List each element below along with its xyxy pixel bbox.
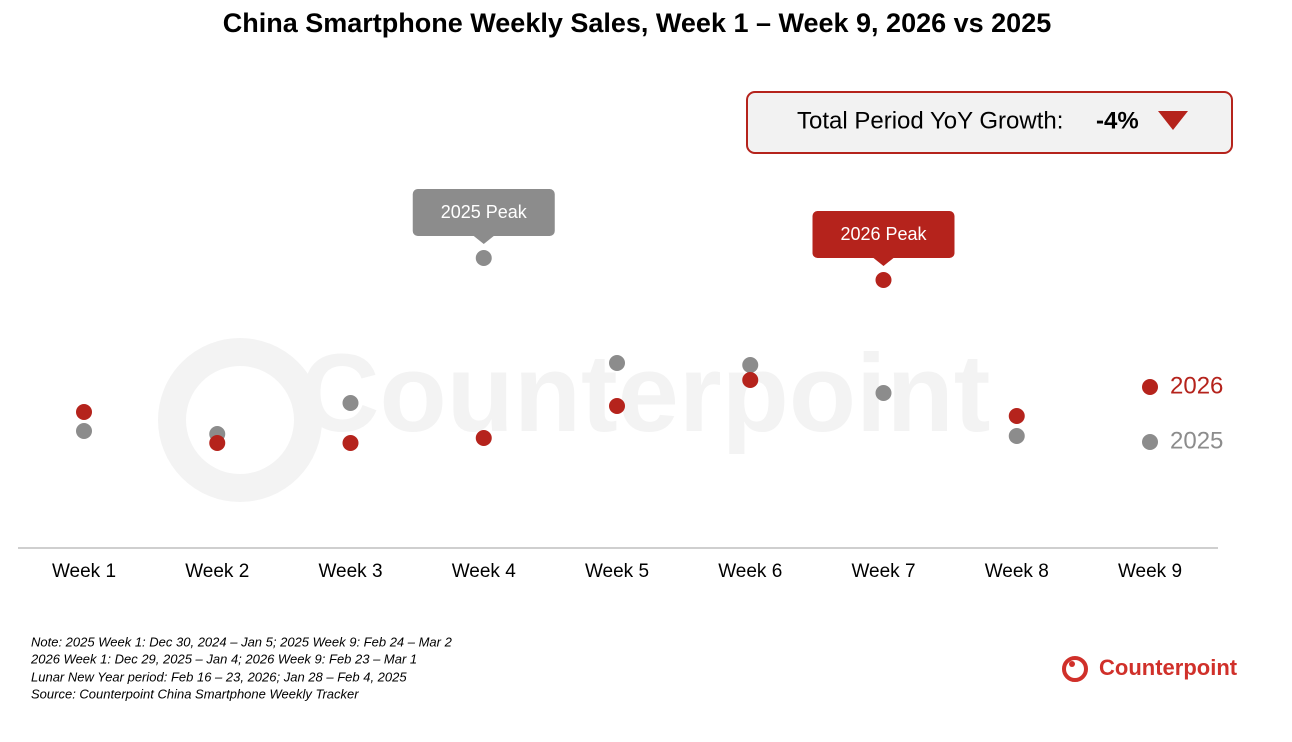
callout-label: 2025 Peak [441, 202, 528, 222]
series-label: 2025 [1170, 427, 1223, 454]
kpi-label: Total Period YoY Growth: [797, 107, 1063, 134]
point [742, 372, 759, 388]
point [76, 404, 92, 420]
x-tick-label: Week 7 [851, 561, 915, 582]
down-arrow [1158, 111, 1188, 130]
watermark: Counterpoint [300, 332, 990, 455]
callout-label: 2026 Peak [840, 224, 927, 244]
callout [812, 211, 955, 266]
x-tick-label: Week 1 [52, 561, 116, 582]
chart-title: China Smartphone Weekly Sales, Week 1 – … [223, 8, 1051, 38]
kpi-value: -4% [1096, 107, 1139, 134]
note: Source: Counterpoint China Smartphone We… [31, 686, 359, 701]
logo-icon [1062, 656, 1088, 682]
point [76, 423, 92, 439]
logo-icon [1069, 661, 1075, 667]
callout [412, 189, 555, 244]
x-tick-label: Week 9 [1118, 561, 1182, 582]
note: 2026 Week 1: Dec 29, 2025 – Jan 4; 2026 … [30, 651, 417, 666]
x-tick-label: Week 4 [452, 561, 517, 582]
point [875, 272, 892, 288]
x-tick-label: Week 6 [718, 561, 782, 582]
logo: Counterpoint [1099, 655, 1238, 680]
point [1142, 434, 1158, 450]
x-tick-label: Week 5 [585, 561, 649, 582]
point [609, 355, 625, 371]
point [1008, 428, 1025, 444]
point [742, 357, 759, 373]
point [475, 250, 492, 266]
note: Lunar New Year period: Feb 16 – 23, 2026… [31, 669, 407, 684]
kpi-box [746, 91, 1233, 154]
series-label: 2026 [1170, 372, 1223, 399]
x-tick-label: Week 2 [185, 561, 249, 582]
note: Note: 2025 Week 1: Dec 30, 2024 – Jan 5;… [31, 634, 453, 649]
point [209, 435, 226, 451]
point [1008, 408, 1025, 424]
point [1142, 379, 1158, 395]
x-tick-label: Week 8 [985, 561, 1049, 582]
point [342, 395, 359, 411]
point [875, 385, 892, 401]
x-tick-label: Week 3 [318, 561, 382, 582]
point [475, 430, 492, 446]
point [342, 435, 359, 451]
point [609, 398, 625, 414]
watermark-icon [158, 338, 322, 502]
